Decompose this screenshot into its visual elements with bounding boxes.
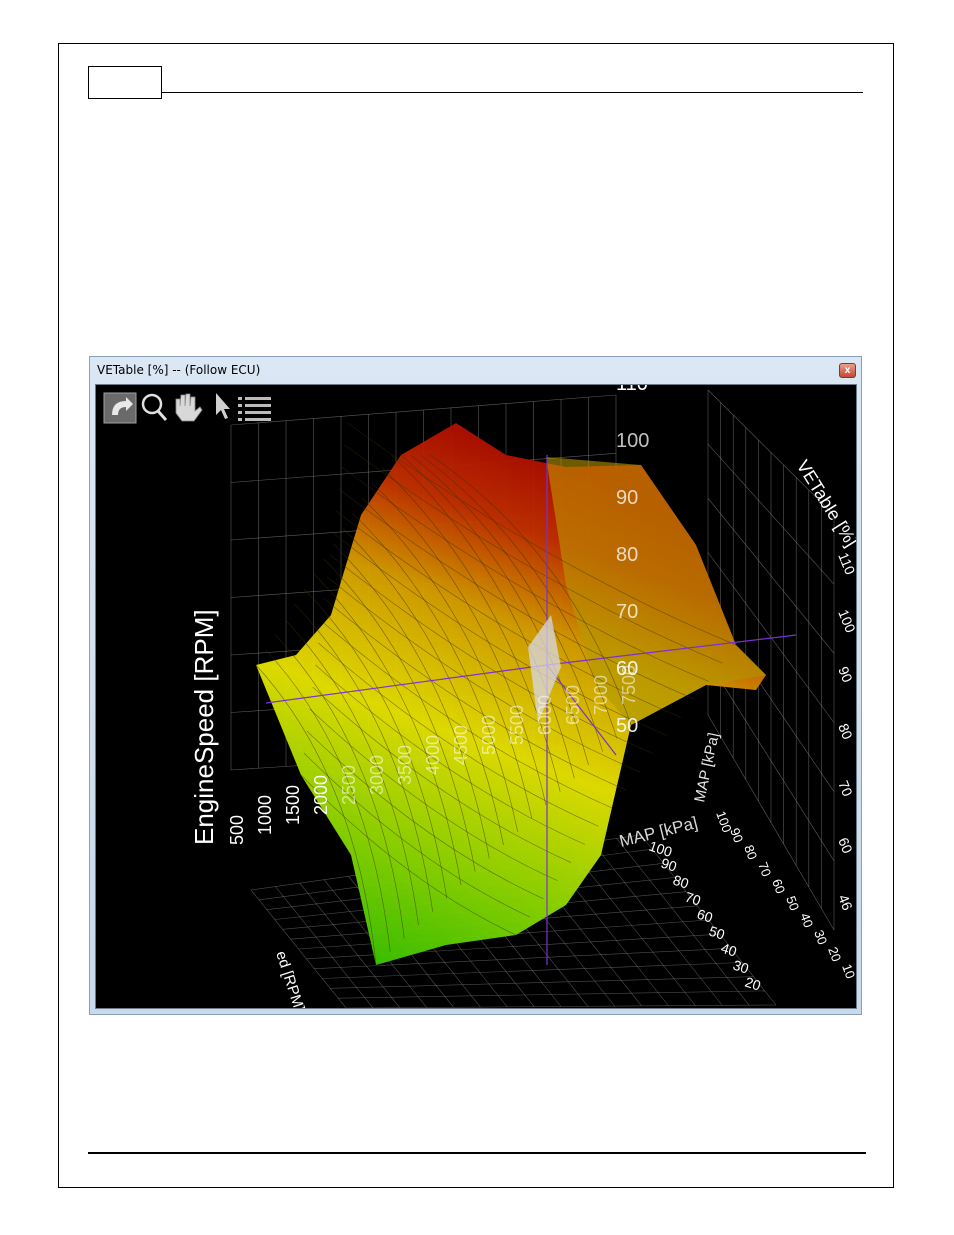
z-tick-label: 50 [616, 715, 638, 737]
plot-toolbar [103, 392, 271, 424]
ve-table-window: VETable [%] -- (Follow ECU) x [89, 356, 862, 1015]
surface-mesh [255, 422, 737, 966]
map-axis-title-side: MAP [kPa] [691, 731, 722, 804]
rpm-tick-label: 7000 [591, 675, 611, 715]
rpm-axis-title: EngineSpeed [RPM] [189, 609, 219, 845]
map-floor-tick-label: 40 [719, 940, 739, 960]
map-side-tick-label: 80 [741, 843, 760, 862]
rpm-tick-label: 3500 [395, 745, 415, 785]
cursor-cell-highlight [528, 615, 561, 723]
map-side-tick-label: 40 [797, 911, 816, 930]
rpm-tick-label: 5000 [479, 715, 499, 755]
surface-plot[interactable]: VETable [%] EngineSpeed [RPM] MAP [kPa] … [96, 385, 856, 1008]
z-tick-label: 100 [616, 430, 649, 452]
rpm-tick-label: 1500 [283, 785, 303, 825]
rpm-tick-label: 1000 [255, 795, 275, 835]
close-button[interactable]: x [839, 363, 856, 378]
map-floor-tick-label: 70 [683, 889, 703, 909]
map-side-tick-label: 30 [811, 928, 830, 947]
surface-viewport[interactable]: VETable [%] EngineSpeed [RPM] MAP [kPa] … [95, 384, 857, 1009]
map-side-tick-label: 10 [839, 962, 856, 981]
map-floor-tick-label: 90 [659, 855, 679, 875]
pan-hand-icon[interactable] [175, 393, 203, 422]
z-tick-label: 110 [616, 385, 648, 395]
header-rule [162, 92, 863, 93]
rpm-tick-label: 5500 [507, 705, 527, 745]
map-floor-tick-label: 60 [695, 906, 715, 926]
z-side-tick-label: 110 [835, 550, 856, 577]
footer-rule [88, 1152, 866, 1154]
pointer-icon[interactable] [216, 393, 230, 419]
z-side-tick-label: 60 [835, 835, 856, 856]
z-axis-title: VETable [%] [793, 457, 856, 551]
rotate-icon[interactable] [103, 392, 137, 424]
rpm-tick-label: 6500 [563, 685, 583, 725]
z-side-tick-label: 80 [835, 721, 856, 742]
rpm-tick-label: 4000 [423, 735, 443, 775]
z-tick-label: 60 [616, 658, 638, 680]
z-side-tick-label: 70 [835, 778, 856, 799]
rpm-tick-label: 500 [227, 815, 247, 845]
map-floor-tick-label: 80 [671, 872, 691, 892]
map-side-tick-label: 100 [713, 809, 735, 835]
map-side-tick-label: 50 [783, 894, 802, 913]
z-tick-label: 70 [616, 601, 638, 623]
list-menu-icon[interactable] [238, 397, 271, 421]
rpm-tick-label: 7500 [619, 665, 639, 705]
window-title: VETable [%] -- (Follow ECU) [97, 363, 261, 377]
map-side-tick-label: 90 [727, 826, 746, 845]
rpm-tick-label: 2000 [311, 775, 331, 815]
floor-rpm-label: ed [RPM] [272, 949, 307, 1008]
map-floor-tick-label: 50 [707, 923, 727, 943]
rpm-tick-label: 6000 [535, 695, 555, 735]
rpm-tick-label: 4500 [451, 725, 471, 765]
z-side-tick-label: 90 [835, 664, 856, 685]
z-tick-label: 90 [616, 487, 638, 509]
z-side-tick-label: 100 [835, 607, 856, 635]
map-side-tick-label: 70 [755, 860, 774, 879]
rpm-tick-label: 3000 [367, 755, 387, 795]
map-floor-tick-label: 20 [743, 974, 763, 994]
z-side-tick-label: 46 [835, 892, 856, 913]
page-frame [58, 43, 894, 1188]
map-floor-tick-label: 100 [647, 838, 674, 861]
z-tick-label: 80 [616, 544, 638, 566]
map-side-tick-label: 60 [769, 877, 788, 896]
crosshair [265, 455, 797, 965]
rpm-tick-label: 2500 [339, 765, 359, 805]
map-floor-tick-label: 30 [731, 957, 751, 977]
zoom-icon[interactable] [141, 393, 168, 421]
title-bar[interactable]: VETable [%] -- (Follow ECU) x [90, 357, 861, 383]
map-side-tick-label: 20 [825, 945, 844, 964]
header-box [88, 66, 162, 99]
